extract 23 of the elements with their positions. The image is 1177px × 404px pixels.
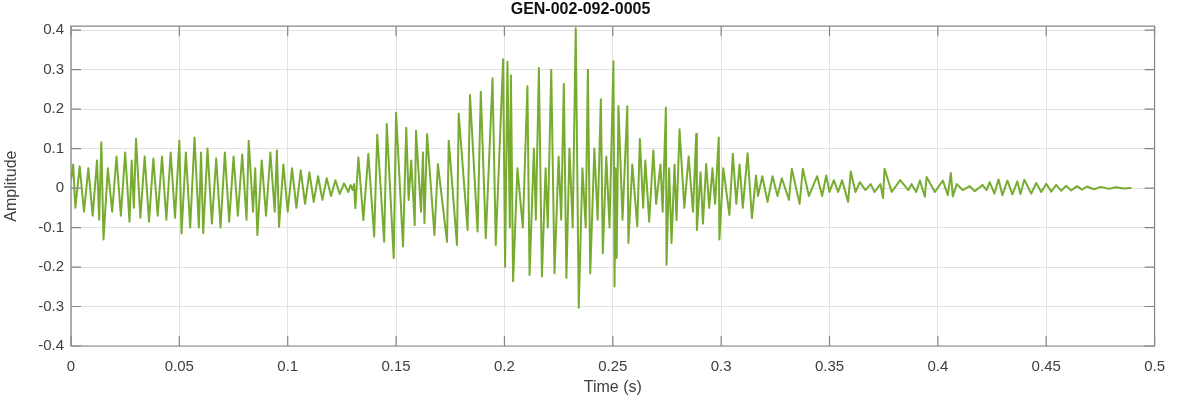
y-tick-label: -0.3 <box>38 296 64 314</box>
y-tick-label: -0.2 <box>38 257 64 275</box>
y-tick-label: 0.3 <box>43 59 64 77</box>
y-axis-title: Amplitude <box>2 150 20 222</box>
y-tick-label: -0.1 <box>38 217 64 235</box>
y-tick-label: 0 <box>55 178 64 196</box>
x-tick-label: 0.35 <box>814 357 845 375</box>
y-tick-label: 0.1 <box>43 138 64 156</box>
x-tick-label: 0.5 <box>1144 357 1165 375</box>
y-tick-label: -0.4 <box>38 336 64 354</box>
x-tick-label: 0.25 <box>598 357 628 375</box>
y-tick-label: 0.2 <box>43 99 64 117</box>
x-tick-label: 0.15 <box>381 357 411 375</box>
x-axis-title: Time (s) <box>583 377 642 395</box>
chart-title: GEN-002-092-0005 <box>510 0 651 18</box>
x-tick-label: 0.1 <box>277 357 299 375</box>
x-tick-label: 0.3 <box>710 357 732 375</box>
x-tick-label: 0.4 <box>927 357 949 375</box>
x-tick-label: 0.2 <box>494 357 515 375</box>
x-tick-label: 0.45 <box>1031 357 1061 375</box>
y-tick-label: 0.4 <box>43 20 64 38</box>
x-tick-label: 0 <box>66 357 76 375</box>
x-tick-label: 0.05 <box>164 357 194 375</box>
